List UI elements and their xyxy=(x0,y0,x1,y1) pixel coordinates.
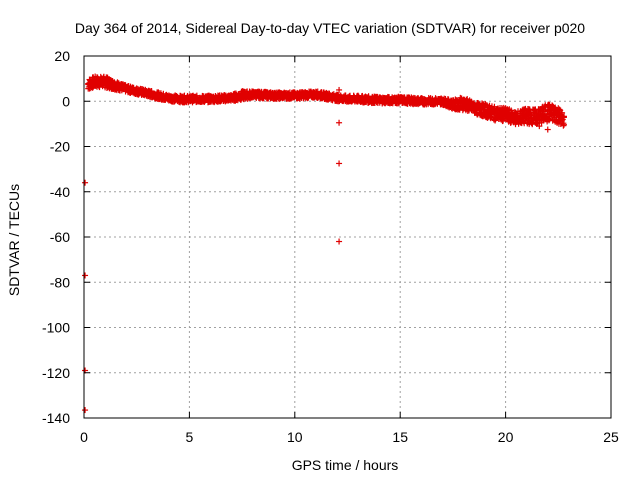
y-tick-label: -100 xyxy=(42,320,70,336)
x-axis-label: GPS time / hours xyxy=(292,457,399,473)
y-tick-label: -40 xyxy=(50,184,70,200)
x-tick-label: 5 xyxy=(186,429,194,445)
y-tick-label: -60 xyxy=(50,229,70,245)
y-tick-label: 20 xyxy=(54,48,70,64)
x-tick-label: 25 xyxy=(603,429,619,445)
y-tick-label: -120 xyxy=(42,365,70,381)
chart-title: Day 364 of 2014, Sidereal Day-to-day VTE… xyxy=(75,20,585,36)
y-tick-label: -80 xyxy=(50,274,70,290)
x-tick-label: 20 xyxy=(498,429,514,445)
x-tick-label: 15 xyxy=(392,429,408,445)
y-tick-label: -140 xyxy=(42,410,70,426)
data-point xyxy=(193,92,200,99)
y-axis-label: SDTVAR / TECUs xyxy=(6,184,22,296)
y-tick-label: -20 xyxy=(50,139,70,155)
x-tick-label: 10 xyxy=(287,429,303,445)
y-tick-label: 0 xyxy=(62,93,70,109)
x-tick-label: 0 xyxy=(80,429,88,445)
data-points xyxy=(82,73,567,414)
